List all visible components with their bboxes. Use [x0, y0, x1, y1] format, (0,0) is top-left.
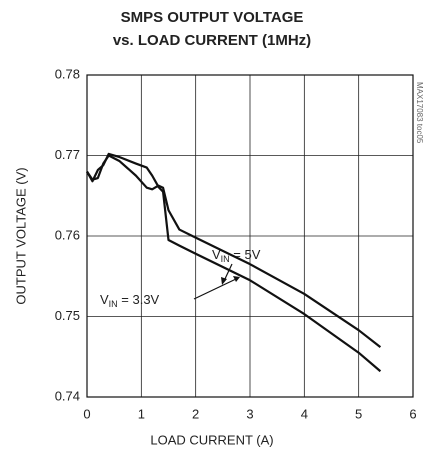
- y-tick-label: 0.76: [55, 227, 80, 242]
- chart-title: SMPS OUTPUT VOLTAGE: [121, 9, 304, 26]
- arrow-head: [233, 276, 240, 282]
- x-tick-label: 1: [138, 406, 145, 421]
- annotation-text: = 3.3V: [118, 292, 160, 307]
- y-tick-label: 0.75: [55, 308, 80, 323]
- y-tick-label: 0.78: [55, 66, 80, 81]
- arrow-head: [221, 277, 227, 285]
- annotation-sub: IN: [221, 254, 230, 264]
- annotation-text: V: [212, 247, 221, 262]
- y-tick-label: 0.77: [55, 147, 80, 162]
- x-tick-label: 2: [192, 406, 199, 421]
- x-tick-label: 3: [246, 406, 253, 421]
- x-tick-label: 0: [83, 406, 90, 421]
- annotation-text: V: [100, 292, 109, 307]
- annotation-sub: IN: [109, 299, 118, 309]
- side-note: MAX17083 toc05: [415, 82, 424, 144]
- x-axis-label: LOAD CURRENT (A): [150, 432, 273, 447]
- annotation-arrow: [223, 263, 233, 282]
- data-line: [86, 154, 382, 373]
- x-tick-label: 4: [301, 406, 308, 421]
- y-axis-label: OUTPUT VOLTAGE (V): [13, 167, 28, 304]
- annotation: VIN = 3.3V: [100, 292, 160, 309]
- plot-frame: [86, 74, 414, 398]
- annotation-arrow: [193, 278, 237, 300]
- y-tick-label: 0.74: [55, 388, 80, 403]
- chart-title: vs. LOAD CURRENT (1MHz): [113, 32, 311, 49]
- x-tick-label: 6: [409, 406, 416, 421]
- x-tick-label: 5: [355, 406, 362, 421]
- annotation-text: = 5V: [230, 247, 261, 262]
